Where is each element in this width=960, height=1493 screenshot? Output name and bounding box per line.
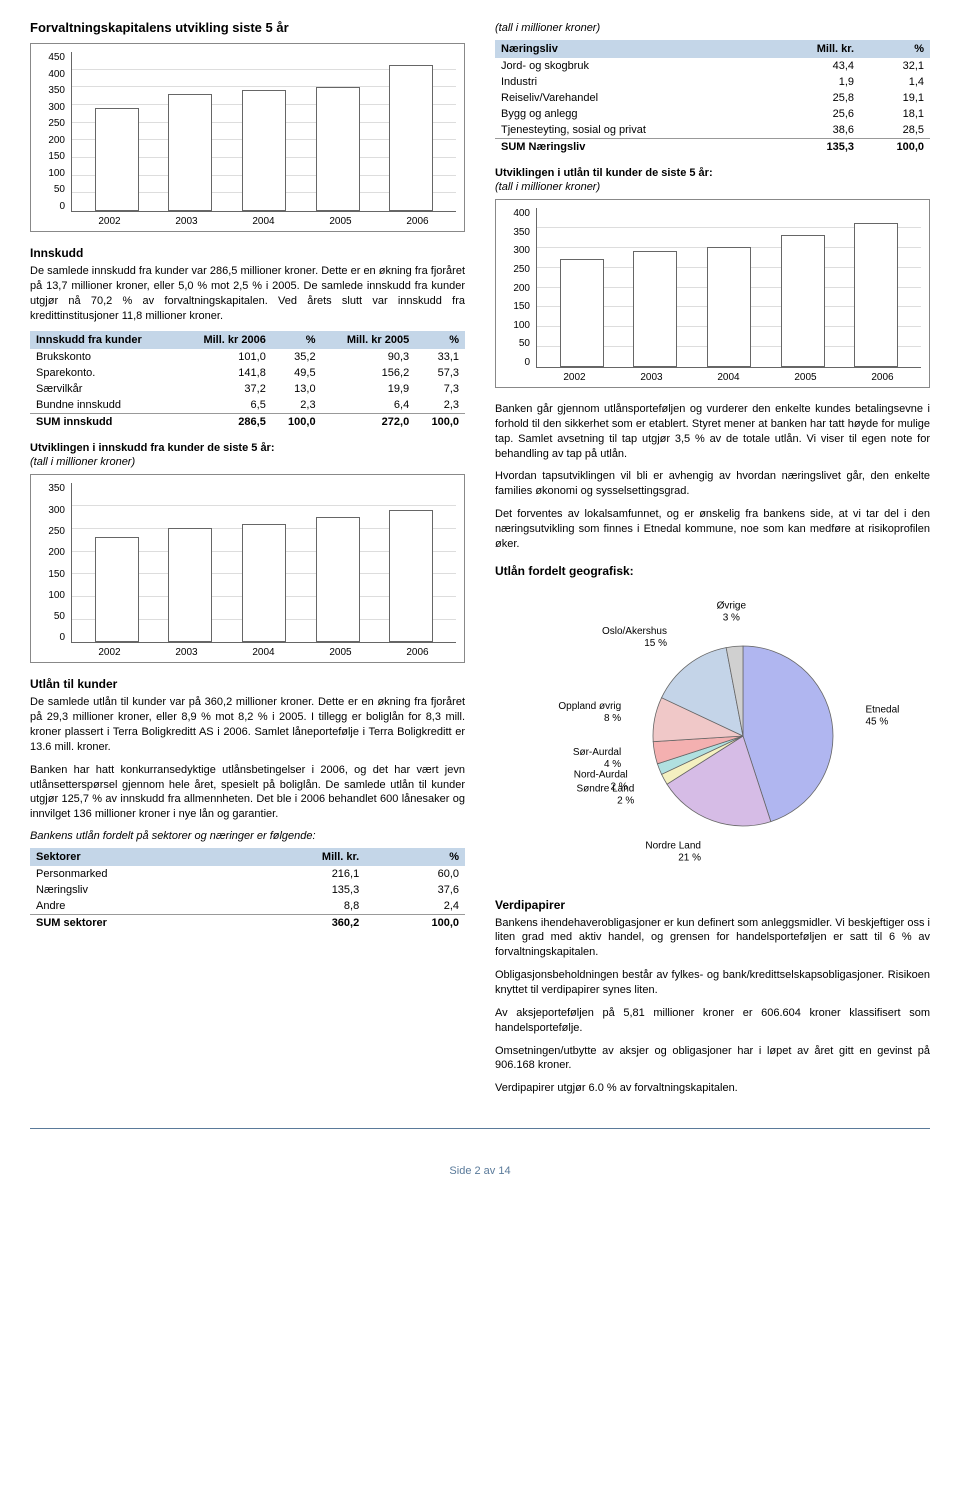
table-header: Mill. kr 2006: [178, 331, 272, 349]
table-row: Personmarked216,160,0: [30, 866, 465, 882]
table-row: Bygg og anlegg25,618,1: [495, 106, 930, 122]
table-row: Brukskonto101,035,290,333,1: [30, 349, 465, 365]
pie-pct: 4 %: [603, 759, 620, 770]
chart3-container: 050100150200250300350400 200220032004200…: [495, 199, 930, 388]
pie-heading: Utlån fordelt geografisk:: [495, 564, 930, 578]
table-row: Andre8,82,4: [30, 898, 465, 915]
table-row: Sparekonto.141,849,5156,257,3: [30, 365, 465, 381]
verdipapirer-heading: Verdipapirer: [495, 898, 930, 912]
chart2-container: 050100150200250300350 200220032004200520…: [30, 474, 465, 663]
vp-para4: Omsetningen/utbytte av aksjer og obligas…: [495, 1044, 930, 1074]
table-header: Innskudd fra kunder: [30, 331, 178, 349]
naering-table: NæringslivMill. kr.% Jord- og skogbruk43…: [495, 40, 930, 155]
right-para2: Hvordan tapsutviklingen vil bli er avhen…: [495, 469, 930, 499]
pie-pct: 3 %: [722, 612, 739, 623]
bar: [242, 524, 286, 643]
bar: [389, 65, 433, 211]
pie-label: Etnedal: [865, 704, 899, 715]
bar: [242, 90, 286, 211]
sector-table: SektorerMill. kr.% Personmarked216,160,0…: [30, 848, 465, 931]
innskudd-paragraph: De samlede innskudd fra kunder var 286,5…: [30, 264, 465, 323]
bar: [316, 517, 360, 643]
footer-rule: [30, 1128, 930, 1129]
bar: [781, 235, 825, 367]
vp-para3: Av aksjeporteføljen på 5,81 millioner kr…: [495, 1006, 930, 1036]
table-sum-row: SUM Næringsliv135,3100,0: [495, 139, 930, 156]
right-para3: Det forventes av lokalsamfunnet, og er ø…: [495, 507, 930, 552]
table-header: %: [365, 848, 465, 866]
pie-pct: 8 %: [603, 712, 620, 723]
table-header: %: [415, 331, 465, 349]
pie-label: Øvrige: [716, 600, 746, 611]
pie-label: Sør-Aurdal: [572, 747, 620, 758]
utlaan-heading: Utlån til kunder: [30, 677, 465, 691]
pie-pct: 2 %: [610, 781, 627, 792]
page-footer: Side 2 av 14: [30, 1159, 930, 1177]
chart1-title: Forvaltningskapitalens utvikling siste 5…: [30, 20, 465, 35]
table-row: Næringsliv135,337,6: [30, 882, 465, 898]
bar: [168, 528, 212, 642]
pie-pct: 2 %: [617, 795, 634, 806]
pie-label: Oppland øvrig: [558, 700, 621, 711]
pie-pct: 45 %: [865, 716, 888, 727]
innskudd-heading: Innskudd: [30, 246, 465, 260]
table-header: %: [860, 40, 930, 58]
table-row: Jord- og skogbruk43,432,1: [495, 58, 930, 74]
bar: [633, 251, 677, 367]
table-sum-row: SUM sektorer360,2100,0: [30, 915, 465, 932]
table-header: Mill. kr 2005: [322, 331, 416, 349]
innskudd-table: Innskudd fra kunderMill. kr 2006%Mill. k…: [30, 331, 465, 430]
pie-chart: Etnedal45 %Nordre Land21 %Søndre Land2 %…: [503, 586, 923, 886]
table-header: %: [272, 331, 322, 349]
vp-para2: Obligasjonsbeholdningen består av fylkes…: [495, 968, 930, 998]
table-row: Særvilkår37,213,019,97,3: [30, 381, 465, 397]
left-column: Forvaltningskapitalens utvikling siste 5…: [30, 20, 465, 1104]
utlaan-para2: Banken har hatt konkurransedyktige utlån…: [30, 763, 465, 822]
chart3-note: (tall i millioner kroner): [495, 181, 930, 193]
pie-pct: 15 %: [644, 638, 667, 649]
utlaan-sector-note: Bankens utlån fordelt på sektorer og nær…: [30, 830, 465, 842]
bar: [854, 223, 898, 367]
bar: [95, 537, 139, 642]
table-row: Reiseliv/Varehandel25,819,1: [495, 90, 930, 106]
bar: [95, 108, 139, 211]
pie-label: Nordre Land: [645, 840, 701, 851]
pie-label: Oslo/Akershus: [601, 626, 666, 637]
bar: [707, 247, 751, 367]
table-row: Bundne innskudd6,52,36,42,3: [30, 397, 465, 414]
bar: [389, 510, 433, 643]
chart3-title: Utviklingen i utlån til kunder de siste …: [495, 167, 930, 179]
pie-pct: 21 %: [678, 852, 701, 863]
bar: [168, 94, 212, 211]
top-note: (tall i millioner kroner): [495, 22, 930, 34]
table-header: Mill. kr.: [241, 848, 365, 866]
chart2-note: (tall i millioner kroner): [30, 456, 465, 468]
table-row: Industri1,91,4: [495, 74, 930, 90]
table-header: Sektorer: [30, 848, 241, 866]
table-header: Næringsliv: [495, 40, 773, 58]
bar: [316, 87, 360, 211]
bar: [560, 259, 604, 367]
utlaan-para1: De samlede utlån til kunder var på 360,2…: [30, 695, 465, 754]
right-para1: Banken går gjennom utlånsporteføljen og …: [495, 402, 930, 461]
vp-para5: Verdipapirer utgjør 6.0 % av forvaltning…: [495, 1081, 930, 1096]
right-column: (tall i millioner kroner) NæringslivMill…: [495, 20, 930, 1104]
chart2-title: Utviklingen i innskudd fra kunder de sis…: [30, 442, 465, 454]
table-header: Mill. kr.: [773, 40, 860, 58]
table-sum-row: SUM innskudd286,5100,0272,0100,0: [30, 414, 465, 431]
pie-label: Nord-Aurdal: [573, 769, 627, 780]
chart1-container: 050100150200250300350400450 200220032004…: [30, 43, 465, 232]
table-row: Tjenesteyting, sosial og privat38,628,5: [495, 122, 930, 139]
vp-para1: Bankens ihendehaverobligasjoner er kun d…: [495, 916, 930, 961]
